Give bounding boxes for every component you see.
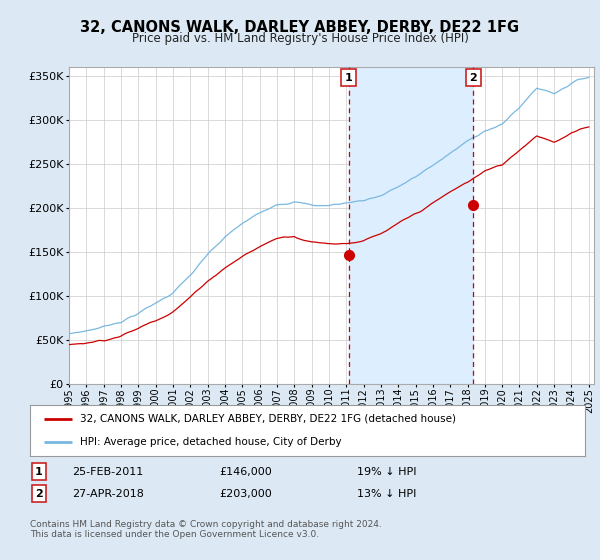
Text: HPI: Average price, detached house, City of Derby: HPI: Average price, detached house, City… xyxy=(80,437,341,447)
Text: 2: 2 xyxy=(469,73,477,83)
Text: £203,000: £203,000 xyxy=(219,489,272,499)
Text: Contains HM Land Registry data © Crown copyright and database right 2024.
This d: Contains HM Land Registry data © Crown c… xyxy=(30,520,382,539)
Text: 27-APR-2018: 27-APR-2018 xyxy=(72,489,144,499)
Text: 32, CANONS WALK, DARLEY ABBEY, DERBY, DE22 1FG (detached house): 32, CANONS WALK, DARLEY ABBEY, DERBY, DE… xyxy=(80,414,456,424)
Text: Price paid vs. HM Land Registry's House Price Index (HPI): Price paid vs. HM Land Registry's House … xyxy=(131,32,469,45)
Text: 2: 2 xyxy=(35,489,43,499)
Text: 32, CANONS WALK, DARLEY ABBEY, DERBY, DE22 1FG: 32, CANONS WALK, DARLEY ABBEY, DERBY, DE… xyxy=(80,20,520,35)
Text: 1: 1 xyxy=(345,73,353,83)
Text: £146,000: £146,000 xyxy=(219,466,272,477)
Text: 1: 1 xyxy=(35,466,43,477)
Bar xyxy=(349,67,473,384)
Text: 25-FEB-2011: 25-FEB-2011 xyxy=(72,466,143,477)
Text: 19% ↓ HPI: 19% ↓ HPI xyxy=(357,466,416,477)
Text: 13% ↓ HPI: 13% ↓ HPI xyxy=(357,489,416,499)
